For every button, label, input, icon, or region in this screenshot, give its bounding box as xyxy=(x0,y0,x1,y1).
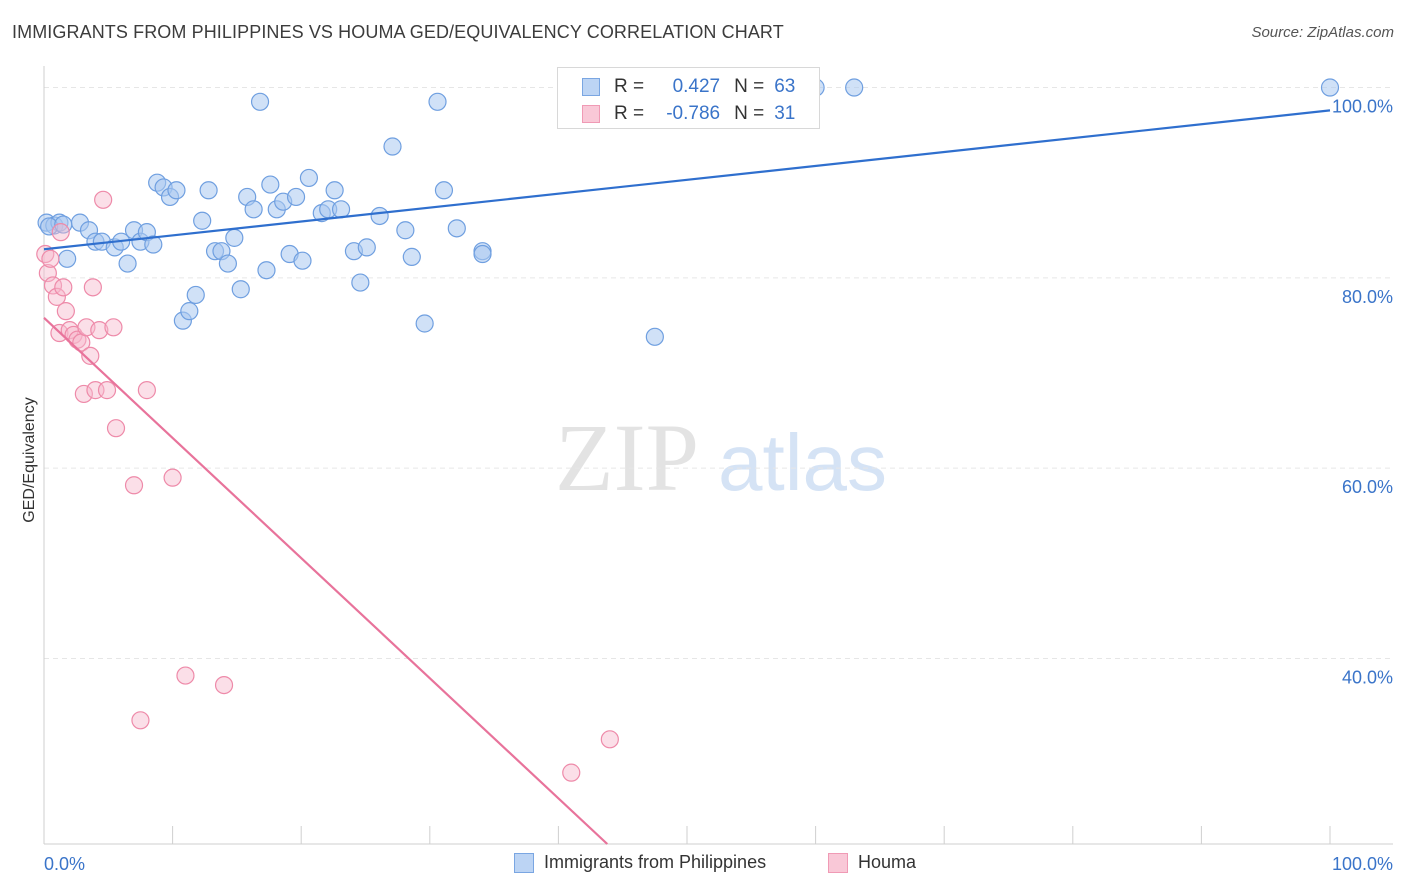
trend-line-houma xyxy=(43,316,609,845)
data-point-philippines xyxy=(58,249,77,268)
tick-labels: 40.0% 60.0% 80.0% 100.0% 0.0% 100.0% xyxy=(44,97,1393,874)
data-point-philippines xyxy=(244,200,263,219)
x-tick-label: 100.0% xyxy=(1332,854,1393,874)
data-point-houma xyxy=(124,476,144,495)
data-point-houma xyxy=(74,384,93,404)
data-point-houma xyxy=(51,223,70,242)
data-point-philippines xyxy=(434,181,454,200)
data-point-houma xyxy=(41,249,60,268)
trend-line-philippines xyxy=(43,109,1331,251)
legend-r-label: R = xyxy=(614,103,645,124)
data-point-philippines xyxy=(1320,78,1340,97)
legend-n-label: N = xyxy=(734,76,765,97)
data-point-philippines xyxy=(225,228,244,247)
legend-item-philippines: Immigrants from Philippines xyxy=(514,852,766,873)
data-point-houma xyxy=(600,730,619,749)
legend-r-value: 0.427 xyxy=(672,76,721,97)
legend-swatch-pink xyxy=(828,852,848,873)
axes xyxy=(43,66,1393,845)
data-point-houma xyxy=(163,468,182,487)
watermark-zip: ZIP xyxy=(555,404,699,511)
legend-label-houma: Houma xyxy=(858,852,917,872)
data-point-philippines xyxy=(370,206,389,226)
data-point-philippines xyxy=(447,219,466,238)
legend-item-houma: Houma xyxy=(828,852,916,873)
data-point-philippines xyxy=(261,175,280,194)
data-point-philippines xyxy=(473,244,492,264)
y-tick-label: 80.0% xyxy=(1342,287,1393,307)
trend-lines xyxy=(43,109,1331,845)
data-point-philippines xyxy=(286,187,306,207)
chart-title: IMMIGRANTS FROM PHILIPPINES VS HOUMA GED… xyxy=(12,22,784,42)
chart-source: Source: ZipAtlas.com xyxy=(1251,24,1394,41)
grid-lines xyxy=(44,87,1393,659)
data-point-philippines xyxy=(167,181,186,200)
data-point-philippines xyxy=(250,92,270,111)
data-point-houma xyxy=(97,381,117,400)
data-point-philippines xyxy=(383,137,402,156)
y-tick-label: 100.0% xyxy=(1332,97,1393,117)
data-point-houma xyxy=(562,763,581,782)
data-point-philippines xyxy=(218,254,237,273)
correlation-legend: R = 0.427 N = 63 R = -0.786 N = 31 xyxy=(557,67,820,129)
data-point-houma xyxy=(47,287,66,306)
data-point-philippines xyxy=(193,211,212,230)
data-point-houma xyxy=(54,278,73,297)
y-tick-label: 60.0% xyxy=(1342,477,1393,497)
data-point-philippines xyxy=(325,181,344,200)
series-legend: Immigrants from Philippines Houma xyxy=(0,852,1406,878)
data-point-philippines xyxy=(118,254,137,273)
data-point-houma xyxy=(176,666,195,685)
data-point-houma xyxy=(214,675,234,695)
data-point-philippines xyxy=(357,238,376,257)
data-point-philippines xyxy=(351,273,370,292)
data-point-philippines xyxy=(402,247,421,266)
legend-r-label: R = xyxy=(614,76,645,97)
legend-n-value: 63 xyxy=(774,76,796,97)
x-tick-label: 0.0% xyxy=(44,854,85,874)
data-point-houma xyxy=(94,190,113,209)
y-tick-label: 40.0% xyxy=(1342,667,1393,687)
data-point-houma xyxy=(83,278,102,297)
data-point-philippines xyxy=(331,200,351,219)
data-point-philippines xyxy=(293,251,312,270)
data-point-houma xyxy=(104,318,123,337)
data-point-philippines xyxy=(257,261,276,280)
series-houma-points xyxy=(36,190,619,782)
legend-r-value: -0.786 xyxy=(666,103,721,124)
data-point-philippines xyxy=(428,92,447,111)
legend-row-houma: R = -0.786 N = 31 xyxy=(582,101,795,127)
watermark: ZIP atlas xyxy=(555,404,887,511)
data-point-philippines xyxy=(645,327,664,346)
data-point-philippines xyxy=(231,280,250,299)
data-point-houma xyxy=(106,419,126,438)
legend-row-philippines: R = 0.427 N = 63 xyxy=(582,74,795,100)
legend-swatch-pink xyxy=(582,105,600,123)
legend-label-philippines: Immigrants from Philippines xyxy=(544,852,767,872)
data-point-houma xyxy=(131,711,150,730)
legend-n-value: 31 xyxy=(774,103,796,124)
data-point-philippines xyxy=(199,181,218,200)
series-philippines-points xyxy=(37,78,1340,346)
data-point-philippines xyxy=(186,285,205,305)
data-point-philippines xyxy=(180,302,199,321)
data-point-philippines xyxy=(144,235,163,254)
data-point-philippines xyxy=(845,78,864,97)
data-point-houma xyxy=(81,346,100,365)
data-point-philippines xyxy=(396,221,415,240)
data-point-houma xyxy=(56,302,75,321)
legend-swatch-blue xyxy=(514,852,534,873)
data-point-houma xyxy=(137,381,156,400)
data-point-houma xyxy=(90,321,109,340)
legend-n-label: N = xyxy=(734,103,765,124)
watermark-atlas: atlas xyxy=(718,418,887,507)
legend-swatch-blue xyxy=(582,78,600,96)
data-point-philippines xyxy=(415,314,434,333)
data-point-philippines xyxy=(299,168,319,188)
